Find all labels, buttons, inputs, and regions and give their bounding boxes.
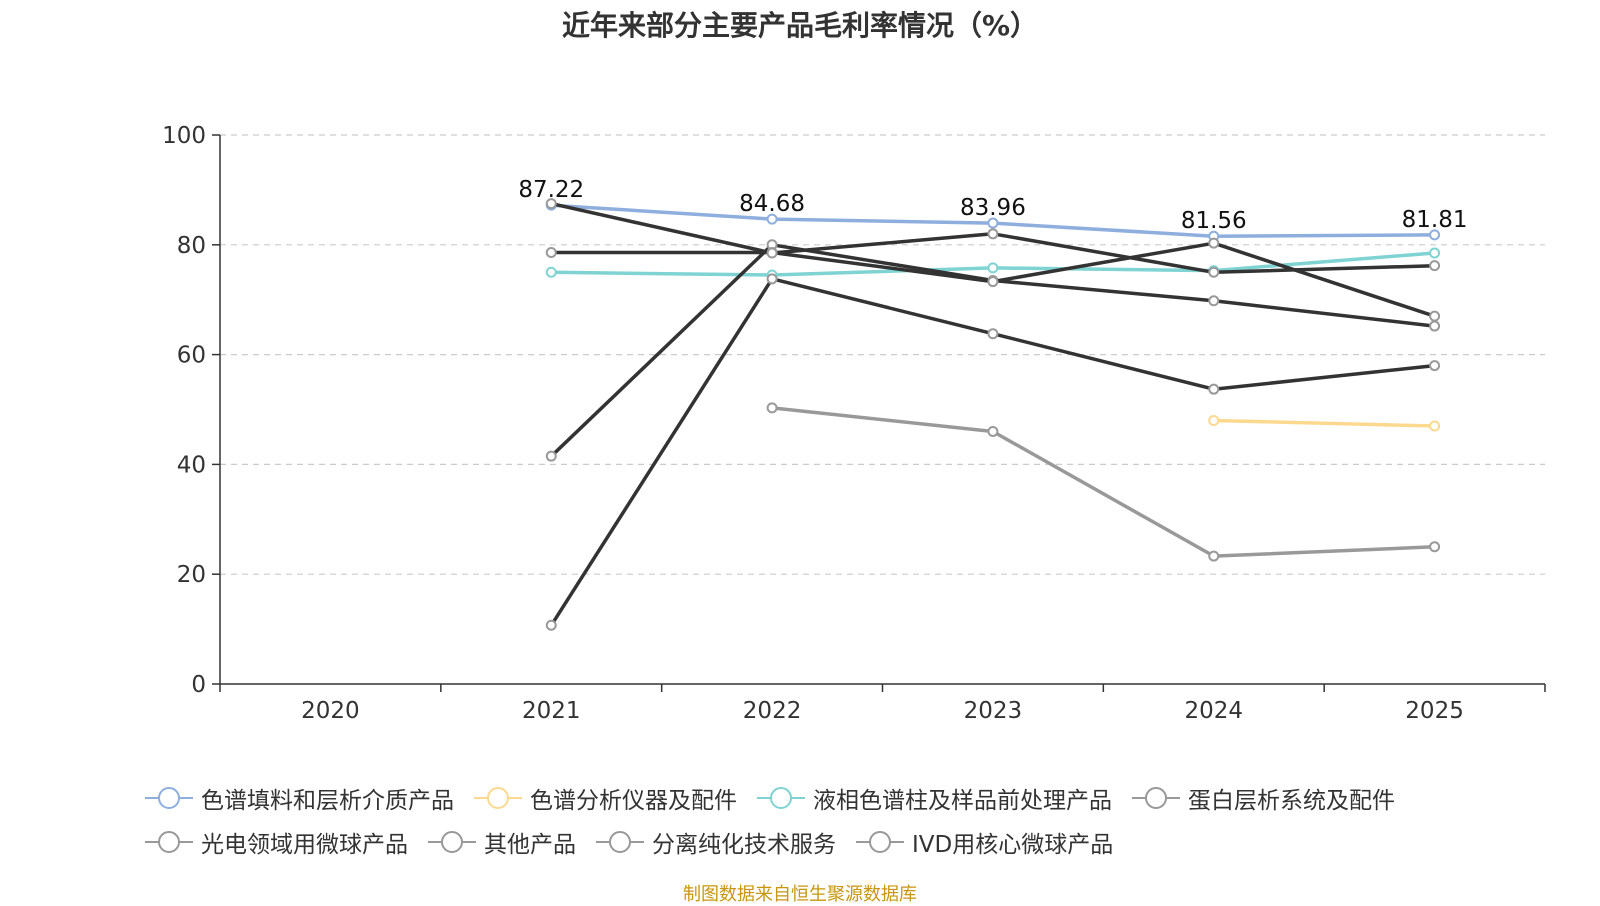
data-labels: 87.22 84.68 83.96 81.56 81.81 bbox=[518, 177, 1467, 234]
axes: 0 20 40 60 80 100 2020 2021 2022 2023 2024 2025 bbox=[162, 123, 1546, 724]
data-label: 81.56 bbox=[1181, 208, 1247, 234]
legend-label: 色谱填料和层析介质产品 bbox=[201, 788, 454, 814]
data-point bbox=[987, 425, 999, 437]
data-point bbox=[1429, 420, 1441, 432]
data-point bbox=[545, 450, 557, 462]
data-point bbox=[766, 273, 778, 285]
data-point bbox=[1208, 237, 1220, 249]
data-point bbox=[987, 262, 999, 274]
legend-marker-icon bbox=[856, 831, 904, 853]
legend-item[interactable]: 色谱填料和层析介质产品 bbox=[145, 781, 454, 815]
line-chart: 0 20 40 60 80 100 2020 2021 2022 2023 2024 2025 87.… bbox=[162, 123, 1546, 724]
legend-marker-icon bbox=[757, 787, 805, 809]
y-tick-label: 20 bbox=[177, 562, 206, 588]
data-point bbox=[766, 247, 778, 259]
legend-item[interactable]: 液相色谱柱及样品前处理产品 bbox=[757, 781, 1112, 815]
legend-marker-icon bbox=[474, 787, 522, 809]
legend-label: 光电领域用微球产品 bbox=[201, 832, 408, 858]
legend-marker-icon bbox=[145, 787, 193, 809]
data-point bbox=[766, 402, 778, 414]
data-point bbox=[987, 328, 999, 340]
y-tick-label: 100 bbox=[162, 123, 206, 149]
series-line-1 bbox=[1213, 418, 1435, 428]
chart-title: 近年来部分主要产品毛利率情况（%） bbox=[561, 9, 1039, 42]
y-tick-label: 60 bbox=[177, 343, 206, 369]
data-label: 87.22 bbox=[518, 177, 584, 203]
legend-label: 蛋白层析系统及配件 bbox=[1188, 788, 1395, 814]
legend-marker-icon bbox=[145, 831, 193, 853]
grid-lines bbox=[220, 134, 1545, 575]
legend-marker-icon bbox=[1132, 787, 1180, 809]
data-label: 83.96 bbox=[960, 195, 1026, 221]
legend-item[interactable]: 其他产品 bbox=[428, 825, 576, 859]
legend-row: 光电领域用微球产品 其他产品 分离纯化技术服务 IVD用核心微球产品 bbox=[145, 820, 1475, 864]
legend-marker-icon bbox=[428, 831, 476, 853]
data-point bbox=[1429, 360, 1441, 372]
x-tick-label: 2022 bbox=[743, 698, 802, 724]
data-point bbox=[1429, 541, 1441, 553]
x-tick-label: 2021 bbox=[522, 698, 581, 724]
legend-marker-icon bbox=[596, 831, 644, 853]
x-tick-label: 2025 bbox=[1405, 698, 1464, 724]
data-point bbox=[545, 198, 557, 210]
series-lines bbox=[545, 198, 1441, 631]
data-point bbox=[545, 619, 557, 631]
legend-item[interactable]: IVD用核心微球产品 bbox=[856, 825, 1113, 859]
data-point bbox=[1208, 414, 1220, 426]
data-point bbox=[1208, 266, 1220, 278]
data-point bbox=[1429, 247, 1441, 259]
x-tick-label: 2020 bbox=[301, 698, 360, 724]
data-point bbox=[1429, 260, 1441, 272]
data-point bbox=[545, 246, 557, 258]
legend-label: 分离纯化技术服务 bbox=[652, 832, 836, 858]
y-tick-label: 40 bbox=[177, 452, 206, 478]
data-point bbox=[1208, 383, 1220, 395]
data-point bbox=[1208, 295, 1220, 307]
y-tick-label: 0 bbox=[191, 672, 206, 698]
legend-item[interactable]: 光电领域用微球产品 bbox=[145, 825, 408, 859]
series-line-4 bbox=[771, 406, 1435, 558]
x-tick-label: 2024 bbox=[1184, 698, 1243, 724]
data-point bbox=[545, 266, 557, 278]
legend-label: 其他产品 bbox=[484, 832, 576, 858]
data-label: 84.68 bbox=[739, 191, 805, 217]
legend-item[interactable]: 色谱分析仪器及配件 bbox=[474, 781, 737, 815]
legend-label: 液相色谱柱及样品前处理产品 bbox=[813, 788, 1112, 814]
x-tick-label: 2023 bbox=[964, 698, 1023, 724]
legend-row: 色谱填料和层析介质产品 色谱分析仪器及配件 液相色谱柱及样品前处理产品 蛋白层析系统及… bbox=[145, 776, 1475, 820]
data-point bbox=[987, 217, 999, 229]
data-point bbox=[766, 213, 778, 225]
data-point bbox=[1208, 550, 1220, 562]
data-point bbox=[987, 276, 999, 288]
data-point bbox=[1429, 320, 1441, 332]
legend-item[interactable]: 分离纯化技术服务 bbox=[596, 825, 836, 859]
legend-label: IVD用核心微球产品 bbox=[912, 832, 1114, 858]
chart-legend: 色谱填料和层析介质产品 色谱分析仪器及配件 液相色谱柱及样品前处理产品 蛋白层析系统及… bbox=[145, 776, 1475, 864]
data-point bbox=[1429, 310, 1441, 322]
legend-item[interactable]: 蛋白层析系统及配件 bbox=[1132, 781, 1395, 815]
y-tick-label: 80 bbox=[177, 233, 206, 259]
legend-label: 色谱分析仪器及配件 bbox=[530, 788, 737, 814]
data-point bbox=[987, 228, 999, 240]
data-point bbox=[1429, 229, 1441, 241]
data-label: 81.81 bbox=[1402, 207, 1468, 233]
source-note: 制图数据来自恒生聚源数据库 bbox=[683, 884, 917, 905]
